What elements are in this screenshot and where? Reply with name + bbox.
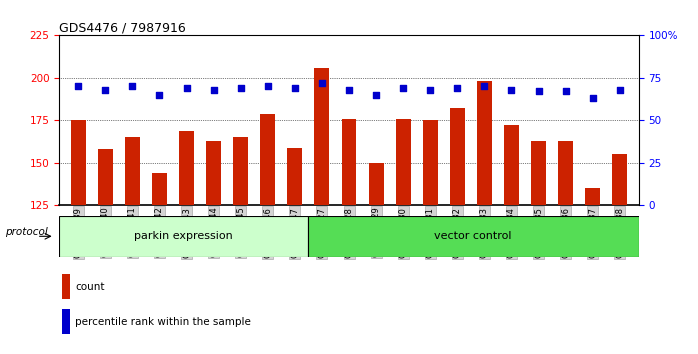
Bar — [288, 148, 302, 205]
Bar — [504, 125, 519, 205]
Point — [73, 84, 84, 89]
Bar — [179, 131, 194, 205]
Bar — [70, 120, 86, 205]
Point — [208, 87, 219, 93]
Point — [587, 96, 598, 101]
Text: percentile rank within the sample: percentile rank within the sample — [75, 317, 251, 327]
Bar — [315, 68, 329, 205]
Point — [235, 85, 246, 91]
Text: GDS4476 / 7987916: GDS4476 / 7987916 — [59, 21, 186, 34]
Bar — [125, 137, 140, 205]
Point — [614, 87, 625, 93]
Point — [533, 88, 544, 94]
Point — [424, 87, 436, 93]
Text: protocol: protocol — [5, 227, 47, 237]
Point — [343, 87, 355, 93]
Point — [289, 85, 300, 91]
Bar — [396, 119, 410, 205]
Point — [100, 87, 111, 93]
Point — [398, 85, 409, 91]
Point — [479, 84, 490, 89]
Bar — [477, 81, 492, 205]
Bar — [152, 173, 167, 205]
Bar — [450, 108, 465, 205]
Point — [371, 92, 382, 98]
Bar — [233, 137, 248, 205]
Point — [560, 88, 571, 94]
Point — [506, 87, 517, 93]
Point — [127, 84, 138, 89]
Point — [262, 84, 274, 89]
Bar — [63, 309, 70, 334]
Bar — [423, 120, 438, 205]
Bar — [260, 114, 275, 205]
Bar — [531, 141, 546, 205]
Bar — [308, 216, 639, 257]
Bar — [63, 274, 70, 299]
Point — [154, 92, 165, 98]
Text: vector control: vector control — [434, 231, 512, 241]
Bar — [206, 141, 221, 205]
Bar — [585, 188, 600, 205]
Text: parkin expression: parkin expression — [134, 231, 233, 241]
Bar — [98, 149, 113, 205]
Point — [452, 85, 463, 91]
Bar — [369, 163, 383, 205]
Point — [181, 85, 192, 91]
Bar — [612, 154, 628, 205]
Bar — [341, 119, 357, 205]
Bar — [558, 141, 573, 205]
Bar — [59, 216, 308, 257]
Point — [316, 80, 327, 86]
Text: count: count — [75, 282, 105, 292]
